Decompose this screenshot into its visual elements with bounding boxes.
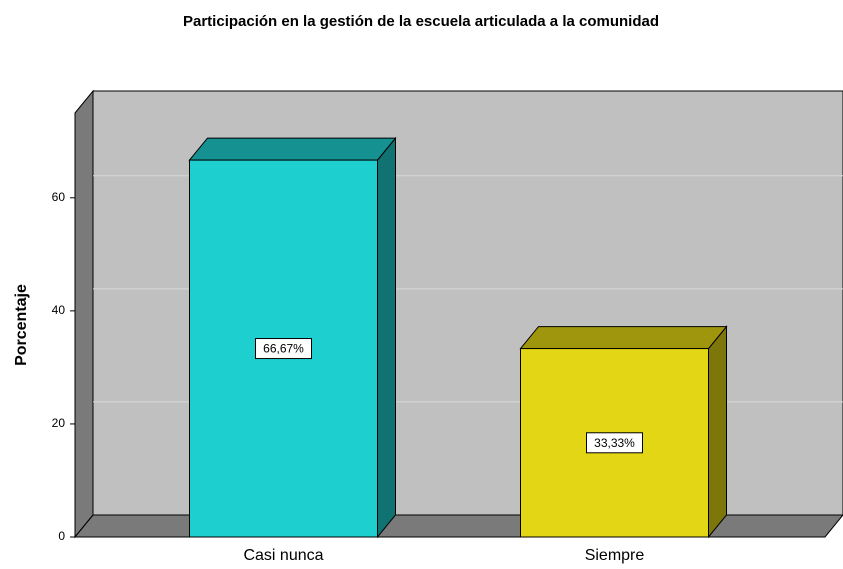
y-tick-label: 60 [52,190,66,204]
bar-top [519,326,728,350]
chart-title: Participación en la gestión de la escuel… [183,13,659,30]
bar [520,348,709,538]
y-tick-label: 40 [52,303,66,317]
value-label: 66,67% [263,342,304,356]
x-tick-label: Casi nunca [243,547,323,564]
bar-side [708,325,727,539]
x-tick-label: Siempre [585,547,645,564]
y-tick-label: 20 [52,416,66,430]
y-axis-label: Porcentaje [13,284,30,366]
value-label-box [255,338,312,360]
value-label: 33,33% [594,436,635,450]
y-tick-label: 0 [58,529,65,543]
left-wall [74,89,94,539]
value-label-box [586,432,643,454]
bar-side [377,136,396,539]
bar-top [188,137,397,161]
